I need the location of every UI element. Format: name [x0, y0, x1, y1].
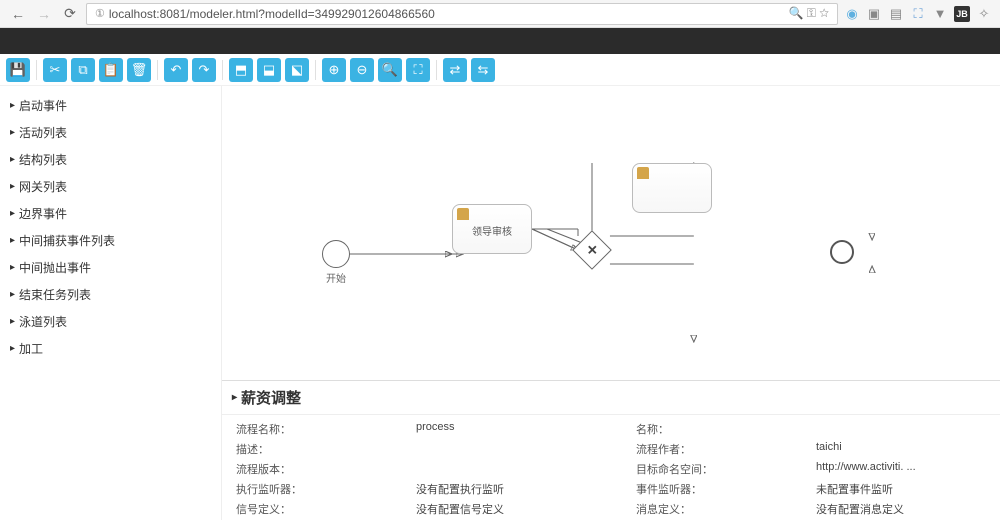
url-security-icon: ①	[95, 7, 105, 20]
palette-category-label: 边界事件	[19, 205, 67, 222]
nav-back-button[interactable]: ←	[8, 4, 28, 24]
palette-category-3[interactable]: ▸ 网关列表	[0, 173, 221, 200]
palette-category-label: 启动事件	[19, 97, 67, 114]
ext-icon-4[interactable]: ⛶	[910, 6, 926, 22]
ext-icon-jb[interactable]: JB	[954, 6, 970, 22]
redo-button[interactable]: ↷	[192, 58, 216, 82]
palette-category-2[interactable]: ▸ 结构列表	[0, 146, 221, 173]
prop-key: 描述：	[226, 441, 406, 457]
properties-title: 薪资调整	[241, 387, 301, 408]
zoom-out-button[interactable]: ⊖	[350, 58, 374, 82]
ext-icon-2[interactable]: ▣	[866, 6, 882, 22]
caret-icon: ▸	[10, 262, 15, 273]
zoom-actual-button[interactable]: ⛶	[406, 58, 430, 82]
edges-final	[222, 86, 1000, 380]
diagram-edges	[222, 86, 1000, 380]
prop-value[interactable]: http://www.activiti. ...	[816, 461, 996, 477]
caret-icon: ▸	[10, 343, 15, 354]
align-1-button[interactable]: ⬒	[229, 58, 253, 82]
palette-category-1[interactable]: ▸ 活动列表	[0, 119, 221, 146]
prop-value[interactable]: process	[416, 421, 616, 437]
zoom-fit-button[interactable]: 🔍	[378, 58, 402, 82]
palette-category-label: 泳道列表	[19, 313, 67, 330]
prop-key: 事件监听器：	[626, 481, 806, 497]
prop-key: 执行监听器：	[226, 481, 406, 497]
exclusive-gateway-node[interactable]: ✕	[578, 236, 606, 264]
caret-icon: ▸	[10, 316, 15, 327]
properties-panel: ▸ 薪资调整 流程名称： process 名称： 描述： 流程作者： taichi 流程版本…	[222, 380, 1000, 520]
caret-icon: ▸	[10, 181, 15, 192]
mode-b-button[interactable]: ⇆	[471, 58, 495, 82]
ext-icon-5[interactable]: ▼	[932, 6, 948, 22]
url-text: localhost:8081/modeler.html?modelId=3499…	[109, 7, 789, 21]
end-event-node[interactable]	[830, 240, 854, 264]
diagram-edges-clean	[222, 86, 1000, 380]
palette-category-label: 活动列表	[19, 124, 67, 141]
start-event-node[interactable]: 开始	[322, 240, 350, 268]
prop-value[interactable]	[416, 461, 616, 477]
prop-key: 名称：	[626, 421, 806, 437]
user-task-node-top[interactable]	[632, 163, 712, 213]
palette-category-4[interactable]: ▸ 边界事件	[0, 200, 221, 227]
save-button[interactable]: 💾	[6, 58, 30, 82]
prop-key: 信号定义：	[226, 501, 406, 517]
diagram-canvas[interactable]: 开始 领导审核 ✕	[222, 86, 1000, 380]
prop-value[interactable]: taichi	[816, 441, 996, 457]
palette-category-label: 结束任务列表	[19, 286, 91, 303]
palette-category-label: 中间抛出事件	[19, 259, 91, 276]
palette-category-label: 中间捕获事件列表	[19, 232, 115, 249]
caret-icon: ▸	[10, 127, 15, 138]
url-field[interactable]: ① localhost:8081/modeler.html?modelId=34…	[86, 3, 838, 25]
undo-button[interactable]: ↶	[164, 58, 188, 82]
caret-icon: ▸	[232, 392, 237, 403]
properties-title-row[interactable]: ▸ 薪资调整	[222, 381, 1000, 415]
editor-toolbar: 💾 ✂ ⧉ 📋 🗑 ↶ ↷ ⬒ ⬓ ⬕ ⊕ ⊖ 🔍 ⛶ ⇄ ⇆	[0, 54, 1000, 86]
browser-extensions: ◉ ▣ ▤ ⛶ ▼ JB ✧	[844, 6, 992, 22]
prop-key: 流程名称：	[226, 421, 406, 437]
palette-category-label: 结构列表	[19, 151, 67, 168]
prop-key: 流程版本：	[226, 461, 406, 477]
mode-a-button[interactable]: ⇄	[443, 58, 467, 82]
palette-category-6[interactable]: ▸ 中间抛出事件	[0, 254, 221, 281]
app-header-bar	[0, 28, 1000, 54]
user-task-node-1[interactable]: 领导审核	[452, 204, 532, 254]
palette-category-5[interactable]: ▸ 中间捕获事件列表	[0, 227, 221, 254]
user-icon	[457, 208, 469, 220]
zoom-in-button[interactable]: ⊕	[322, 58, 346, 82]
ext-icon-6[interactable]: ✧	[976, 6, 992, 22]
nav-reload-button[interactable]: ⟳	[60, 4, 80, 24]
caret-icon: ▸	[10, 289, 15, 300]
caret-icon: ▸	[10, 235, 15, 246]
user-icon	[637, 167, 649, 179]
palette-category-8[interactable]: ▸ 泳道列表	[0, 308, 221, 335]
palette-category-label: 网关列表	[19, 178, 67, 195]
cut-button[interactable]: ✂	[43, 58, 67, 82]
palette-category-label: 加工	[19, 340, 43, 357]
prop-key: 流程作者：	[626, 441, 806, 457]
palette-category-9[interactable]: ▸ 加工	[0, 335, 221, 362]
palette-sidebar: ▸ 启动事件 ▸ 活动列表 ▸ 结构列表 ▸ 网关列表 ▸ 边界事件 ▸ 中间捕获事件列表 ▸ 中间抛出事…	[0, 86, 222, 520]
delete-button[interactable]: 🗑	[127, 58, 151, 82]
prop-value[interactable]: 未配置事件监听	[816, 481, 996, 497]
caret-icon: ▸	[10, 154, 15, 165]
prop-value[interactable]: 没有配置信号定义	[416, 501, 616, 517]
prop-key: 消息定义：	[626, 501, 806, 517]
caret-icon: ▸	[10, 208, 15, 219]
ext-icon-3[interactable]: ▤	[888, 6, 904, 22]
prop-value[interactable]	[416, 441, 616, 457]
caret-icon: ▸	[10, 100, 15, 111]
palette-category-0[interactable]: ▸ 启动事件	[0, 92, 221, 119]
paste-button[interactable]: 📋	[99, 58, 123, 82]
palette-category-7[interactable]: ▸ 结束任务列表	[0, 281, 221, 308]
browser-address-bar: ← → ⟳ ① localhost:8081/modeler.html?mode…	[0, 0, 1000, 28]
prop-key: 目标命名空间：	[626, 461, 806, 477]
prop-value[interactable]: 没有配置执行监听	[416, 481, 616, 497]
copy-button[interactable]: ⧉	[71, 58, 95, 82]
align-2-button[interactable]: ⬓	[257, 58, 281, 82]
ext-icon-1[interactable]: ◉	[844, 6, 860, 22]
nav-forward-button[interactable]: →	[34, 4, 54, 24]
prop-value[interactable]: 没有配置消息定义	[816, 501, 996, 517]
align-3-button[interactable]: ⬕	[285, 58, 309, 82]
prop-value[interactable]	[816, 421, 996, 437]
